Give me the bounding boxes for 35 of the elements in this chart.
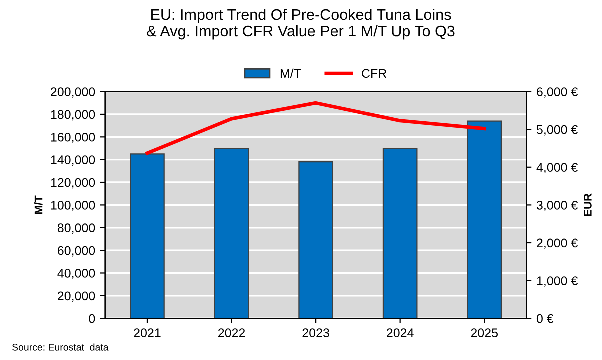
y-axis-title: M/T (34, 196, 43, 214)
chart-title: EU: Import Trend Of Pre-Cooked Tuna Loins & Avg. Import CFR Value Per 1 M/T Up To Q3 (147, 9, 455, 40)
y-tick-label: 60,000 (58, 246, 96, 257)
bar (298, 162, 334, 319)
line-series (146, 101, 486, 156)
y-tick-label: 80,000 (58, 224, 96, 234)
source-note: Source: Eurostat data (12, 344, 109, 351)
bar (382, 148, 418, 319)
y-tick-label: 40,000 (58, 269, 96, 280)
bar (214, 148, 250, 319)
y2-tick-label: 0 € (536, 314, 554, 324)
bar (130, 154, 165, 319)
x-tick-label: 2021 (134, 328, 161, 338)
y2-tick-label: 2,000 € (537, 238, 578, 250)
x-tick-label: 2025 (471, 328, 498, 338)
x-tick-label: 2022 (218, 328, 246, 338)
y2-tick-label: 6,000 € (537, 88, 578, 98)
y2-tick-label: 3,000 € (536, 201, 578, 212)
y-tick-label: 200,000 (51, 88, 96, 98)
y-tick-label: 140,000 (51, 156, 96, 166)
y-tick-label: 120,000 (51, 178, 96, 189)
y2-tick-label: 5,000 € (536, 125, 578, 136)
legend-label: CFR (362, 69, 387, 78)
y-tick-label: 0 (89, 314, 96, 324)
y-tick-label: 180,000 (51, 110, 96, 121)
y-tick-label: 100,000 (51, 201, 96, 212)
x-tick-label: 2023 (302, 328, 330, 338)
y2-axis-title: EUR (584, 194, 592, 216)
y2-tick-label: 4,000 € (536, 163, 578, 174)
y-tick-label: 160,000 (51, 132, 96, 144)
x-tick-label: 2024 (387, 328, 414, 338)
legend-label: M/T (280, 68, 302, 78)
y-tick-label: 20,000 (58, 292, 96, 302)
y2-tick-label: 1,000 € (537, 276, 578, 287)
bar (467, 120, 502, 319)
